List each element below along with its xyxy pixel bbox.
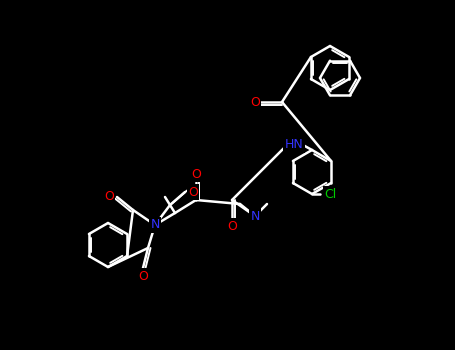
Text: O: O [227, 219, 237, 232]
Text: O: O [138, 270, 148, 282]
Text: O: O [250, 96, 260, 108]
Text: N: N [150, 218, 160, 231]
Text: Cl: Cl [324, 188, 336, 201]
Text: O: O [188, 186, 198, 198]
Text: O: O [191, 168, 201, 181]
Text: N: N [250, 210, 260, 223]
Text: HN: HN [285, 139, 303, 152]
Text: O: O [104, 190, 114, 203]
